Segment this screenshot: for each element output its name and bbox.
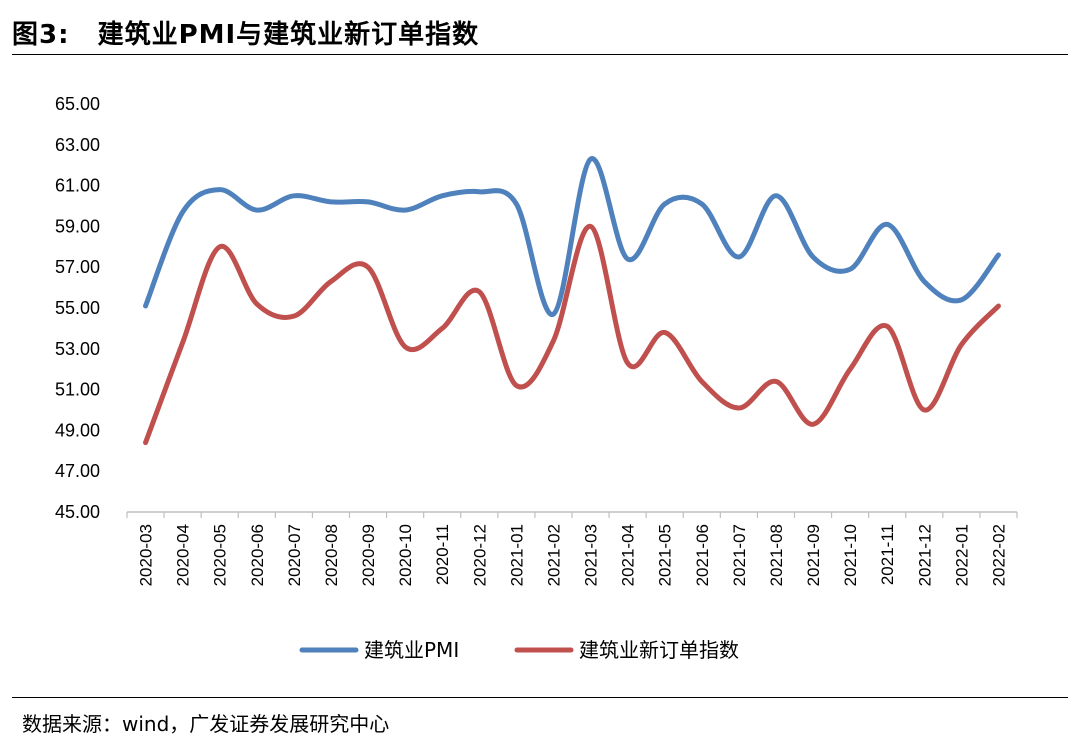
- y-tick-label: 47.00: [55, 461, 100, 481]
- x-tick-label: 2020-03: [137, 524, 156, 586]
- x-tick-label: 2021-10: [841, 524, 860, 586]
- footer-rule: [12, 697, 1068, 698]
- y-tick-label: 63.00: [55, 135, 100, 155]
- x-tick-label: 2020-08: [322, 524, 341, 586]
- figure-header: 图3: 建筑业PMI与建筑业新订单指数: [12, 14, 479, 51]
- figure-label: 图3:: [12, 20, 70, 50]
- y-tick-label: 59.00: [55, 216, 100, 236]
- x-tick-label: 2020-05: [211, 524, 230, 586]
- x-tick-label: 2020-07: [285, 524, 304, 586]
- x-tick-label: 2021-06: [693, 524, 712, 586]
- x-tick-label: 2020-09: [359, 524, 378, 586]
- data-source: 数据来源：wind，广发证券发展研究中心: [22, 712, 390, 736]
- x-tick-label: 2021-08: [767, 524, 786, 586]
- x-tick-label: 2021-01: [507, 524, 526, 586]
- y-tick-label: 61.00: [55, 176, 100, 196]
- y-tick-label: 53.00: [55, 339, 100, 359]
- series-line-1: [143, 156, 1001, 317]
- x-tick-label: 2021-03: [582, 524, 601, 586]
- y-tick-label: 55.00: [55, 298, 100, 318]
- y-tick-label: 57.00: [55, 257, 100, 277]
- legend-label-1: 建筑业PMI: [364, 638, 459, 662]
- x-tick-label: 2020-04: [174, 524, 193, 586]
- y-tick-label: 51.00: [55, 380, 100, 400]
- x-tick-label: 2021-04: [619, 524, 638, 586]
- y-tick-label: 45.00: [55, 502, 100, 522]
- line-chart: 45.00 47.00 49.00 51.00 53.00 55.00 57.00 59.00…: [55, 94, 1018, 662]
- x-tick-label: 2022-01: [952, 524, 971, 586]
- x-tick-label: 2021-09: [804, 524, 823, 586]
- figure-title: 建筑业PMI与建筑业新订单指数: [97, 20, 480, 50]
- x-tick-label: 2020-12: [470, 524, 489, 586]
- y-tick-label: 49.00: [55, 420, 100, 440]
- legend-label-2: 建筑业新订单指数: [579, 638, 739, 662]
- x-tick-label: 2021-02: [544, 524, 563, 586]
- x-tick-label: 2020-06: [248, 524, 267, 586]
- series-line-2: [143, 223, 1001, 446]
- header-rule: [12, 54, 1068, 55]
- x-tick-label: 2021-05: [656, 524, 675, 586]
- x-tick-label: 2022-02: [989, 524, 1008, 586]
- x-tick-label: 2021-12: [915, 524, 934, 586]
- x-tick-label: 2020-10: [396, 524, 415, 586]
- y-tick-label: 65.00: [55, 94, 100, 114]
- x-tick-label: 2021-11: [878, 524, 897, 585]
- x-tick-label: 2021-07: [730, 524, 749, 586]
- x-tick-label: 2020-11: [433, 524, 452, 585]
